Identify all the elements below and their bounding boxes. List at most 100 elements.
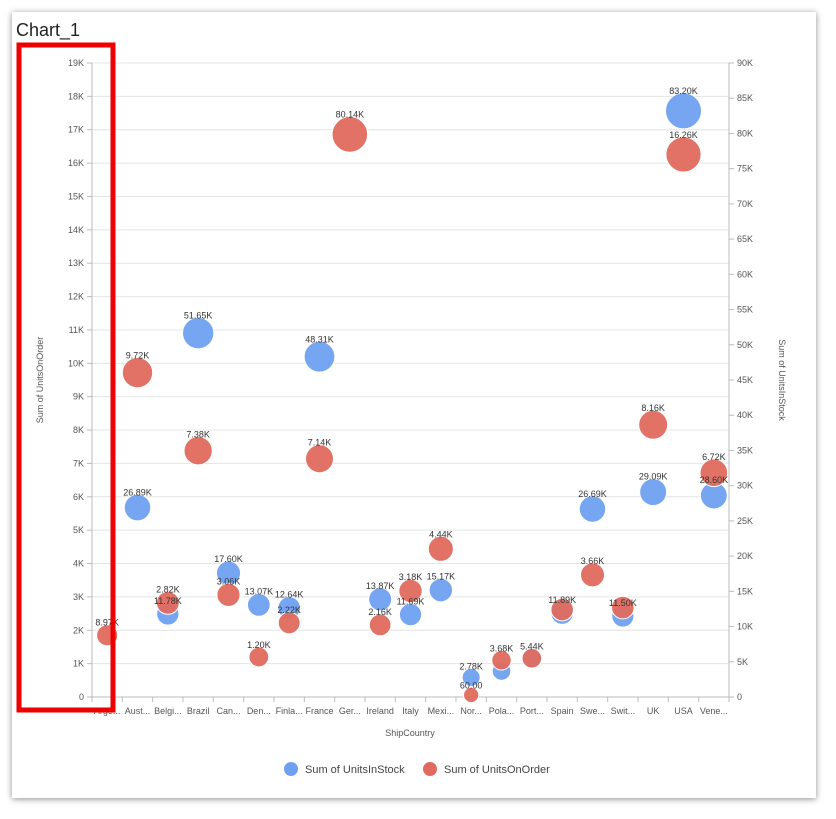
- units-on-order-bubble: [277, 611, 301, 635]
- y2-tick-label: 70K: [737, 199, 753, 209]
- highlight-box: [16, 42, 116, 713]
- x-tick-label: Brazil: [187, 706, 210, 716]
- y2-tick-label: 20K: [737, 551, 753, 561]
- y2-tick-label: 15K: [737, 586, 753, 596]
- y-tick-label: 16K: [68, 158, 84, 168]
- units-on-order-bubble: [155, 590, 180, 615]
- data-label: 12.64K: [275, 590, 304, 600]
- units-in-stock-bubble: [246, 593, 271, 617]
- y-tick-label: 4K: [73, 559, 84, 569]
- units-on-order-bubble: [216, 582, 241, 607]
- x-tick-label: Nor...: [460, 706, 482, 716]
- y2-tick-label: 60K: [737, 269, 753, 279]
- units-on-order-bubble: [521, 647, 543, 669]
- x-tick-label: Ireland: [366, 706, 394, 716]
- data-label: 16.26K: [669, 130, 698, 140]
- y2-tick-label: 5K: [737, 657, 748, 667]
- data-label: 2.22K: [277, 605, 301, 615]
- units-on-order-bubble: [368, 613, 392, 637]
- legend-label: Sum of UnitsOnOrder: [444, 764, 550, 776]
- data-label: 8.16K: [641, 403, 665, 413]
- y-tick-label: 19K: [68, 58, 84, 68]
- y-tick-label: 0: [79, 692, 84, 702]
- y-tick-label: 11K: [69, 325, 84, 335]
- data-label: 9.72K: [126, 350, 150, 360]
- x-tick-label: UK: [647, 706, 660, 716]
- y2-axis-title: Sum of UnitsInStock: [777, 339, 787, 421]
- units-in-stock-bubble: [303, 340, 336, 373]
- y2-tick-label: 85K: [737, 93, 753, 103]
- data-label: 5.44K: [520, 641, 544, 651]
- x-axis-title: ShipCountry: [385, 728, 435, 738]
- axis-layer: 0 1K 2K 3K 4K 5K 6K 7K 8K 9K 10K 11K 12K 13K 14K 15K 16K…: [68, 58, 753, 716]
- units-on-order-bubble: [550, 597, 574, 622]
- units-on-order-bubble: [699, 458, 729, 488]
- units-on-order-bubble: [121, 356, 154, 389]
- x-tick-label: Finla...: [276, 706, 303, 716]
- data-label: 8.97K: [95, 618, 119, 628]
- y2-tick-label: 55K: [737, 305, 753, 315]
- units-in-stock-bubble: [181, 316, 215, 350]
- legend-marker: [284, 762, 298, 776]
- data-label: 3.68K: [490, 644, 514, 654]
- y2-tick-label: 65K: [737, 234, 753, 244]
- y-tick-label: 13K: [68, 258, 84, 268]
- data-label: 28.60K: [700, 475, 729, 485]
- y2-tick-label: 30K: [737, 481, 753, 491]
- legend-label: Sum of UnitsInStock: [305, 764, 405, 776]
- y2-tick-label: 80K: [737, 128, 753, 138]
- y-tick-label: 8K: [73, 425, 84, 435]
- units-on-order-bubble: [427, 535, 454, 562]
- y2-tick-label: 35K: [737, 445, 753, 455]
- units-in-stock-bubble: [428, 577, 454, 603]
- data-label: 11.69K: [397, 597, 425, 607]
- y-tick-label: 15K: [68, 191, 84, 201]
- data-label: 2.82K: [156, 584, 180, 594]
- y2-tick-label: 90K: [737, 58, 753, 68]
- x-tick-label: France: [305, 706, 333, 716]
- legend: Sum of UnitsInStock Sum of UnitsOnOrder: [284, 762, 550, 776]
- data-label: 13.87K: [366, 581, 395, 591]
- x-tick-label: Swe...: [580, 706, 605, 716]
- units-on-order-bubble: [398, 578, 423, 604]
- y2-tick-label: 75K: [737, 164, 753, 174]
- units-on-order-bubble: [491, 650, 512, 671]
- units-on-order-bubble: [579, 562, 606, 588]
- data-label: 60.00: [460, 680, 483, 690]
- units-on-order-bubble: [463, 686, 480, 704]
- units-in-stock-bubble: [578, 495, 607, 523]
- units-on-order-bubble: [183, 436, 213, 466]
- legend-marker: [423, 762, 437, 776]
- data-label: 80.14K: [336, 110, 365, 120]
- y-tick-label: 1K: [73, 659, 84, 669]
- data-label: 4.44K: [429, 529, 453, 539]
- y-tick-label: 17K: [68, 125, 84, 135]
- y-tick-label: 3K: [73, 592, 84, 602]
- x-tick-label: USA: [674, 706, 693, 716]
- units-on-order-bubble: [638, 409, 669, 440]
- y-tick-label: 14K: [68, 225, 84, 235]
- units-in-stock-bubble: [639, 478, 668, 507]
- units-on-order-bubble: [304, 444, 335, 474]
- points-layer: [96, 92, 729, 704]
- data-label: 2.16K: [368, 607, 392, 617]
- grid-layer: [92, 62, 729, 698]
- data-labels-layer: 26.89K 11.78K 51.65K 17.60K 13.07K 12.64K 48.3…: [95, 86, 728, 690]
- units-on-order-bubble: [611, 595, 635, 620]
- data-label: 51.65K: [184, 310, 213, 320]
- units-in-stock-bubble: [398, 603, 423, 627]
- units-in-stock-bubble: [461, 667, 481, 687]
- data-label: 11.89K: [548, 595, 576, 605]
- data-label: 3.06K: [217, 576, 241, 586]
- data-label: 3.66K: [581, 556, 605, 566]
- data-label: 11.50K: [609, 598, 637, 608]
- data-label: 7.14K: [308, 438, 332, 448]
- y2-tick-label: 0: [737, 692, 742, 702]
- x-tick-label: Pola...: [489, 706, 515, 716]
- y2-tick-label: 50K: [737, 340, 753, 350]
- data-label: 15.17K: [427, 571, 456, 581]
- x-tick-label: Aust...: [125, 706, 151, 716]
- data-label: 26.89K: [123, 487, 152, 497]
- y-tick-label: 2K: [73, 625, 84, 635]
